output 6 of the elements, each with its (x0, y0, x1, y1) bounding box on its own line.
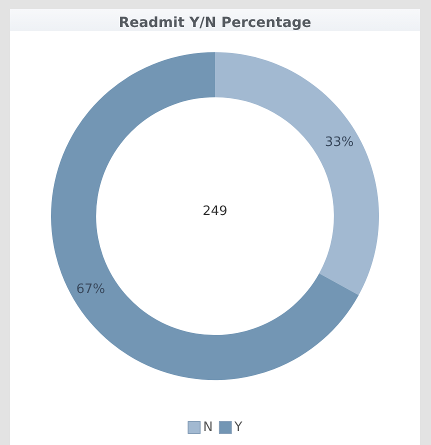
data-label: 67% (76, 282, 106, 298)
data-label: 33% (324, 135, 354, 150)
text: 249 (202, 204, 228, 219)
legend-label: Y (233, 420, 242, 435)
legend-label: N (203, 420, 213, 435)
chart-title: Readmit Y/N Percentage (118, 15, 312, 31)
